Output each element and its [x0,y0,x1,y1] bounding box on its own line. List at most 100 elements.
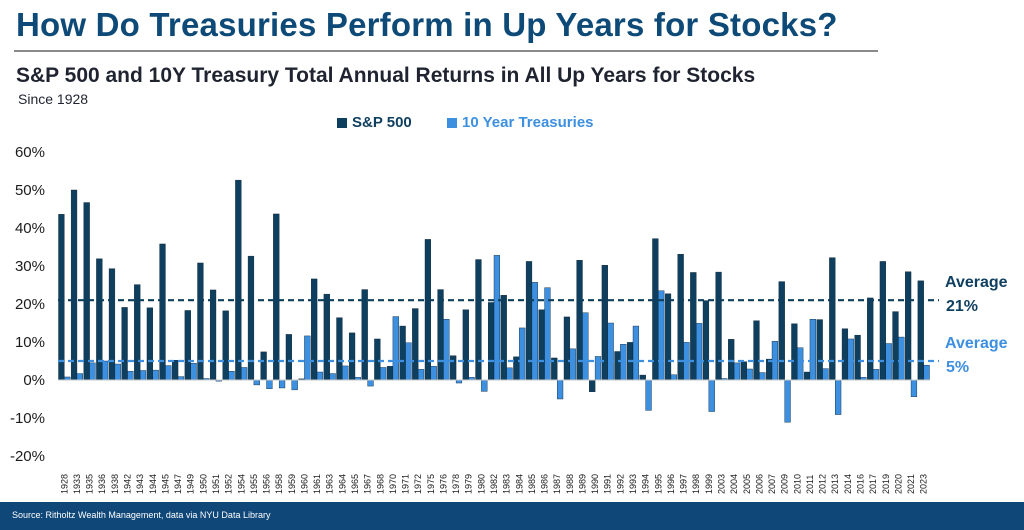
bar-treasuries [89,362,96,381]
bar-treasuries [632,325,640,381]
bar-sp500 [399,325,406,381]
bar-treasuries [797,347,804,381]
bar-sp500 [462,309,469,381]
x-tick-label: 1990 [590,474,600,494]
bar-sp500 [361,289,368,381]
bar-sp500 [424,239,432,381]
bar-sp500 [70,189,78,381]
x-tick-label: 1963 [325,474,335,494]
average-label-name: Average [945,274,1008,291]
bar-treasuries [582,312,589,381]
x-tick-label: 1944 [148,474,158,494]
bar-treasuries [443,318,450,381]
y-tick-label: 40% [15,220,45,237]
x-tick-label: 1998 [691,474,701,494]
x-tick-label: 1960 [299,474,309,494]
bar-sp500 [285,334,292,381]
bar-treasuries [607,322,614,381]
bar-sp500 [336,317,343,381]
x-tick-label: 1972 [413,474,423,494]
chart-subtitle: S&P 500 and 10Y Treasury Total Annual Re… [16,64,756,87]
legend-swatch-treasuries [447,117,457,128]
bar-sp500 [412,308,419,381]
bar-sp500 [766,358,773,381]
y-tick-label: 60% [15,144,45,161]
bar-treasuries [658,290,665,381]
bar-sp500 [437,289,444,381]
bar-treasuries [380,367,387,381]
bar-sp500 [652,238,659,381]
x-tick-label: 1985 [527,474,537,494]
bar-treasuries [177,376,185,381]
bar-treasuries [430,366,437,381]
x-tick-label: 1982 [489,474,499,494]
x-tick-label: 2023 [919,474,929,494]
bar-sp500 [374,338,381,381]
x-tick-label: 1984 [514,474,524,494]
bar-sp500 [753,320,760,381]
bar-treasuries [569,348,576,381]
bar-sp500 [589,379,596,392]
title-divider [14,50,878,52]
bar-treasuries [670,374,677,381]
legend-label-sp500: S&P 500 [352,114,412,131]
bar-treasuries [316,371,324,381]
x-tick-label: 1978 [451,474,461,494]
x-tick-label: 1947 [173,474,183,494]
x-tick-label: 2016 [855,474,865,494]
bar-treasuries [733,362,741,381]
bar-sp500 [905,271,912,381]
x-tick-label: 1996 [666,474,676,494]
bar-treasuries [872,369,880,381]
bar-sp500 [348,332,356,381]
x-tick-label: 1952 [224,474,234,494]
bar-sp500 [690,272,697,381]
x-tick-label: 1991 [603,474,613,494]
bar-treasuries [152,369,159,381]
x-tick-label: 1993 [628,474,638,494]
x-tick-label: 1970 [388,474,398,494]
x-tick-label: 1997 [679,474,689,494]
x-tick-label: 1983 [502,474,512,494]
bar-treasuries [278,379,286,389]
bar-sp500 [601,265,608,381]
bar-sp500 [740,361,747,381]
bar-treasuries [266,379,273,389]
bar-sp500 [235,179,242,381]
bar-sp500 [83,202,90,381]
bar-treasuries [228,371,235,381]
x-tick-label: 1995 [653,474,663,494]
bar-sp500 [197,262,204,381]
x-tick-label: 2003 [716,474,726,494]
x-tick-label: 1936 [97,474,107,494]
x-tick-label: 2011 [805,475,815,494]
y-tick-label: -20% [10,448,45,465]
x-tick-label: 2012 [818,474,828,494]
bar-treasuries [102,360,109,381]
legend-label-treasuries: 10 Year Treasuries [462,114,594,131]
bar-treasuries [76,373,83,381]
chart-title: How Do Treasuries Perform in Up Years fo… [16,6,838,43]
x-tick-label: 1988 [565,474,575,494]
x-tick-label: 1967 [363,474,373,494]
bar-treasuries [304,335,311,381]
bar-sp500 [311,278,318,381]
x-tick-label: 1999 [704,474,714,494]
x-tick-label: 1951 [211,474,221,494]
bar-treasuries [253,379,260,386]
x-tick-label: 1954 [236,474,246,494]
bar-sp500 [323,293,330,381]
bar-treasuries [544,287,551,381]
bar-treasuries [784,379,791,423]
bar-treasuries [114,363,121,381]
y-tick-label: 10% [15,334,45,351]
bar-treasuries [367,379,374,387]
x-tick-label: 1964 [337,474,347,494]
y-tick-label: 50% [15,182,45,199]
bar-sp500 [273,213,280,381]
x-tick-label: 1992 [615,474,625,494]
bar-treasuries [822,368,829,381]
bar-treasuries [190,363,197,381]
x-tick-label: 1979 [464,474,474,494]
bar-sp500 [867,297,874,381]
